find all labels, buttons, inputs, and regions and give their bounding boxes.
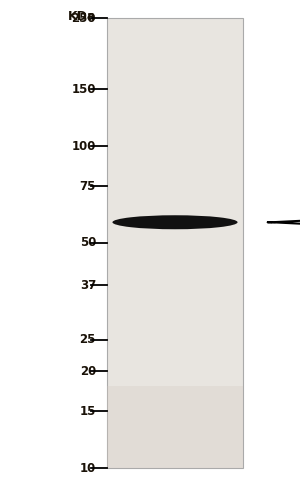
Text: 10: 10 — [80, 462, 96, 474]
Text: KDa: KDa — [68, 10, 96, 23]
Text: 20: 20 — [80, 365, 96, 378]
Text: 50: 50 — [80, 237, 96, 249]
Bar — [107, 18, 243, 468]
Ellipse shape — [112, 215, 238, 229]
Text: 100: 100 — [72, 140, 96, 153]
Text: 15: 15 — [80, 405, 96, 418]
Text: 75: 75 — [80, 180, 96, 193]
Text: 25: 25 — [80, 333, 96, 346]
Text: 250: 250 — [71, 12, 96, 24]
Bar — [107, 386, 243, 468]
Text: 37: 37 — [80, 279, 96, 292]
Text: 150: 150 — [71, 83, 96, 96]
